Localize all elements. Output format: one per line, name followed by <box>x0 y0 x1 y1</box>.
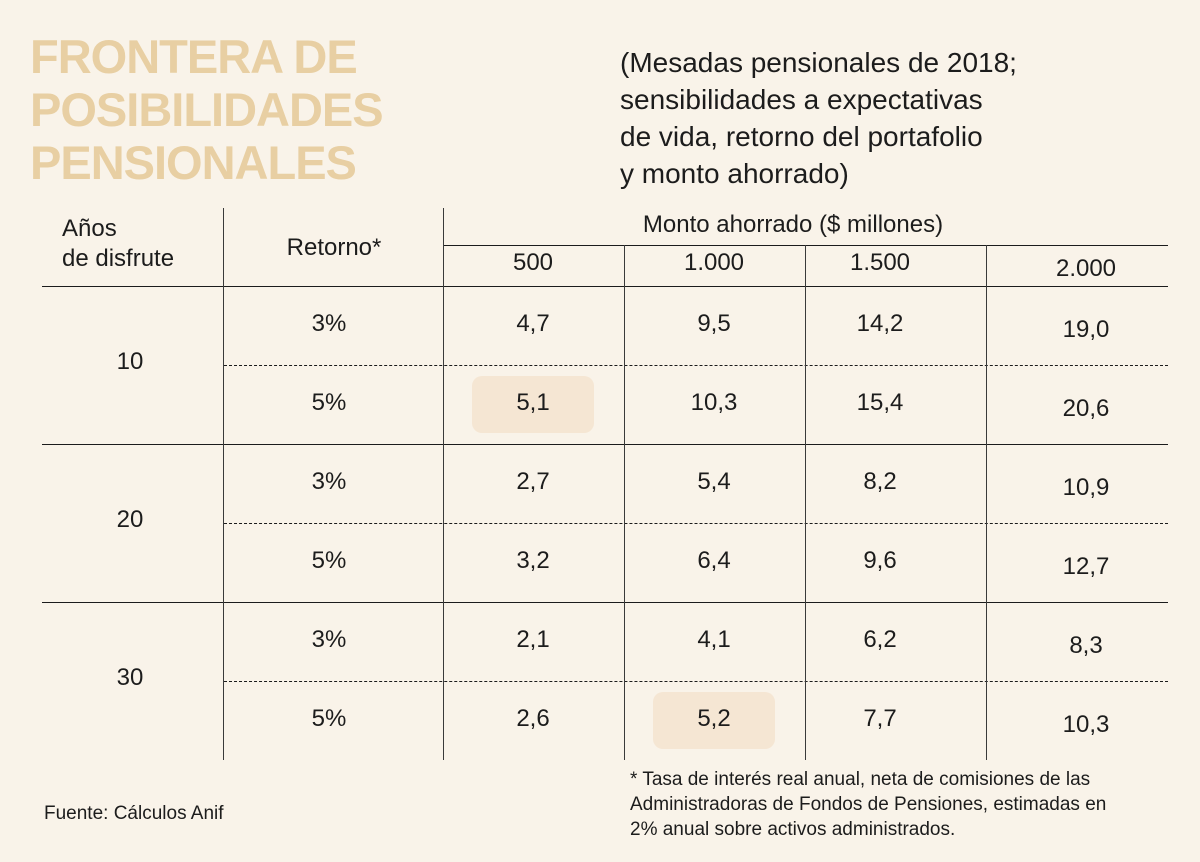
return-value: 3% <box>311 626 347 653</box>
title-line: FRONTERA DE <box>30 30 358 83</box>
dashed-divider <box>224 523 1168 524</box>
column-header: 500 <box>512 249 554 276</box>
footnote-line: Administradoras de Fondos de Pensiones, … <box>630 794 1107 815</box>
table-cell-value: 6,4 <box>697 547 731 574</box>
column-divider <box>223 208 224 760</box>
table-cell-value: 5,4 <box>697 468 731 495</box>
header-divider <box>444 245 1168 246</box>
table-cell-value: 6,2 <box>863 626 897 653</box>
subtitle-line: (Mesadas pensionales de 2018; <box>620 47 1017 78</box>
subtitle-line: y monto ahorrado) <box>620 158 849 189</box>
table-cell-value: 4,1 <box>697 626 731 653</box>
chart-subtitle: (Mesadas pensionales de 2018; sensibilid… <box>620 44 1017 192</box>
table-cell-value: 14,2 <box>856 310 904 337</box>
table-cell-value: 2,1 <box>516 626 550 653</box>
table-cell-value: 10,3 <box>690 389 738 416</box>
amount-header: Monto ahorrado ($ millones) <box>642 211 944 238</box>
group-divider <box>42 444 1168 445</box>
subtitle-line: sensibilidades a expectativas <box>620 84 983 115</box>
dashed-divider <box>224 365 1168 366</box>
years-value: 30 <box>116 664 144 691</box>
years-header-line: de disfrute <box>62 245 175 272</box>
years-value: 10 <box>116 348 144 375</box>
table-cell-value: 5,2 <box>697 705 731 732</box>
years-value: 20 <box>116 506 144 533</box>
column-header: 1.500 <box>849 249 911 276</box>
footnote-line: 2% anual sobre activos administrados. <box>630 819 956 840</box>
footnote-line: * Tasa de interés real anual, neta de co… <box>630 769 1091 790</box>
title-line: POSIBILIDADES <box>30 83 384 136</box>
highlight-box <box>472 376 594 433</box>
table-cell-value: 9,6 <box>863 547 897 574</box>
return-value: 3% <box>311 468 347 495</box>
chart-title: FRONTERA DE POSIBILIDADES PENSIONALES <box>30 30 384 189</box>
table-cell-value: 3,2 <box>516 547 550 574</box>
table-cell-value: 19,0 <box>1062 316 1110 343</box>
return-value: 3% <box>311 310 347 337</box>
table-cell-value: 8,3 <box>1069 632 1103 659</box>
column-divider <box>443 208 444 760</box>
column-divider <box>986 245 987 760</box>
table-cell-value: 10,3 <box>1062 711 1110 738</box>
return-value: 5% <box>311 547 347 574</box>
table-cell-value: 5,1 <box>516 389 550 416</box>
table-cell-value: 20,6 <box>1062 395 1110 422</box>
subtitle-line: de vida, retorno del portafolio <box>620 121 983 152</box>
return-value: 5% <box>311 705 347 732</box>
years-header-line: Años <box>62 215 117 242</box>
footnote: * Tasa de interés real anual, neta de co… <box>630 767 1106 842</box>
column-header: 1.000 <box>683 249 745 276</box>
table-cell-value: 2,7 <box>516 468 550 495</box>
table-cell-value: 7,7 <box>863 705 897 732</box>
table-cell-value: 15,4 <box>856 389 904 416</box>
header-bottom-line <box>42 286 1168 287</box>
table-cell-value: 4,7 <box>516 310 550 337</box>
table-cell-value: 10,9 <box>1062 474 1110 501</box>
title-line: PENSIONALES <box>30 136 357 189</box>
table-cell-value: 2,6 <box>516 705 550 732</box>
return-value: 5% <box>311 389 347 416</box>
column-divider <box>805 245 806 760</box>
table-cell-value: 9,5 <box>697 310 731 337</box>
table-cell-value: 12,7 <box>1062 553 1110 580</box>
column-divider <box>624 245 625 760</box>
column-header: 2.000 <box>1055 255 1117 282</box>
years-header: Años de disfrute <box>62 214 174 274</box>
highlight-box <box>653 692 775 749</box>
dashed-divider <box>224 681 1168 682</box>
group-divider <box>42 602 1168 603</box>
source-note: Fuente: Cálculos Anif <box>44 803 224 824</box>
return-header: Retorno* <box>286 234 382 261</box>
table-cell-value: 8,2 <box>863 468 897 495</box>
